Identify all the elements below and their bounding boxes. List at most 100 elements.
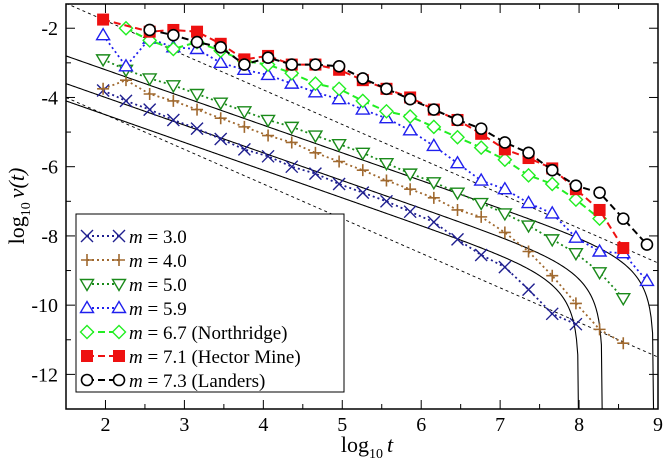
data-point-m30 (237, 142, 251, 156)
series-line-m67 (125, 27, 601, 220)
data-point-m30 (190, 122, 204, 136)
data-point-m59 (118, 58, 134, 72)
x-tick-label: 4 (258, 414, 268, 436)
data-point-m67 (521, 167, 537, 183)
data-point-m40 (309, 146, 322, 159)
data-point-m40 (143, 88, 156, 100)
y-tick-label: -6 (41, 157, 58, 179)
legend-marker (111, 278, 127, 292)
legend-label: m = 7.1 (Hector Mine) (129, 347, 301, 368)
data-point-m67 (568, 192, 584, 208)
data-point-m73 (285, 58, 299, 71)
data-point-m30 (166, 113, 180, 127)
data-point-m71 (617, 242, 630, 255)
data-point-m73 (545, 163, 559, 177)
data-point-m50 (165, 80, 182, 94)
data-point-m30 (427, 215, 441, 229)
data-point-m30 (356, 186, 370, 200)
data-point-m73 (261, 51, 275, 64)
data-point-m50 (426, 177, 442, 191)
data-point-m50 (615, 293, 631, 307)
data-point-m73 (616, 212, 630, 225)
plot-area (66, 4, 658, 409)
data-point-m67 (355, 93, 371, 109)
data-point-m50 (402, 168, 418, 182)
legend-label: m = 6.7 (Northridge) (129, 323, 287, 344)
data-point-m59 (449, 155, 466, 169)
data-point-m73 (380, 82, 393, 96)
data-point-m40 (191, 103, 204, 116)
data-point-m40 (451, 203, 464, 216)
data-point-m30 (143, 103, 157, 117)
data-point-m59 (307, 84, 324, 98)
data-point-m59 (568, 229, 584, 243)
data-point-m71 (593, 203, 606, 216)
data-point-m59 (591, 243, 608, 257)
data-point-m50 (497, 208, 513, 222)
data-point-m73 (640, 238, 654, 251)
y-tick-label: -12 (31, 364, 58, 386)
data-point-m67 (402, 109, 418, 124)
y-tick-label: -8 (41, 226, 58, 248)
data-point-m73 (403, 92, 417, 106)
data-point-m73 (167, 28, 180, 42)
x-tick-label: 6 (416, 414, 426, 436)
data-point-m67 (331, 81, 347, 97)
data-point-m30 (498, 260, 512, 274)
x-tick-label: 9 (653, 414, 663, 436)
data-point-m30 (261, 149, 275, 163)
data-point-m73 (498, 136, 512, 149)
data-point-m73 (143, 23, 156, 37)
data-point-m50 (189, 88, 205, 102)
legend-marker (81, 254, 93, 266)
data-point-m40 (167, 94, 180, 107)
data-point-m30 (332, 177, 346, 191)
data-point-m59 (473, 172, 489, 186)
data-point-m67 (497, 152, 513, 168)
data-point-m59 (639, 273, 655, 287)
data-point-m59 (402, 122, 418, 136)
legend-item-m30: m = 3.0 (80, 227, 187, 248)
data-point-m59 (355, 101, 371, 115)
data-point-m50 (260, 114, 276, 128)
legend-item-m40: m = 4.0 (81, 251, 187, 272)
data-point-m73 (427, 103, 441, 116)
data-point-m30 (451, 232, 465, 246)
legend-label: m = 7.3 (Landers) (129, 371, 265, 392)
data-point-m71 (191, 25, 204, 38)
legend-label: m = 3.0 (129, 227, 187, 248)
data-point-m73 (569, 179, 583, 193)
x-tick-label: 8 (574, 414, 584, 436)
legend-marker (111, 300, 127, 314)
data-point-m73 (522, 146, 535, 160)
data-point-m71 (97, 13, 110, 26)
data-point-m59 (497, 181, 513, 195)
data-point-m30 (308, 167, 322, 181)
legend-label: m = 5.0 (129, 275, 187, 296)
legend-item-m67: m = 6.7 (Northridge) (79, 323, 287, 344)
legend-marker (81, 350, 93, 362)
data-point-m30 (474, 248, 488, 262)
data-point-m50 (284, 121, 300, 135)
y-tick-label: -2 (41, 18, 58, 40)
data-point-m40 (498, 226, 511, 239)
legend-label: m = 4.0 (129, 251, 187, 272)
data-point-m67 (165, 41, 181, 57)
data-point-m67 (544, 176, 560, 192)
data-point-m40 (569, 297, 582, 310)
data-point-m30 (545, 307, 559, 321)
data-point-m40 (404, 183, 417, 196)
data-point-m30 (379, 194, 393, 208)
data-point-m50 (378, 158, 395, 172)
data-point-m40 (427, 191, 440, 204)
data-point-m59 (520, 195, 537, 209)
legend-marker (79, 278, 95, 292)
data-point-m59 (212, 54, 229, 69)
data-point-m67 (473, 140, 489, 156)
legend: m = 3.0 m = 4.0 m = 5.0 m = 5.9 m = 6.7 (Nor… (75, 213, 345, 393)
data-point-m50 (591, 267, 608, 281)
data-point-m40 (356, 164, 369, 177)
data-point-m40 (262, 129, 275, 142)
x-tick-label: 2 (100, 414, 110, 436)
